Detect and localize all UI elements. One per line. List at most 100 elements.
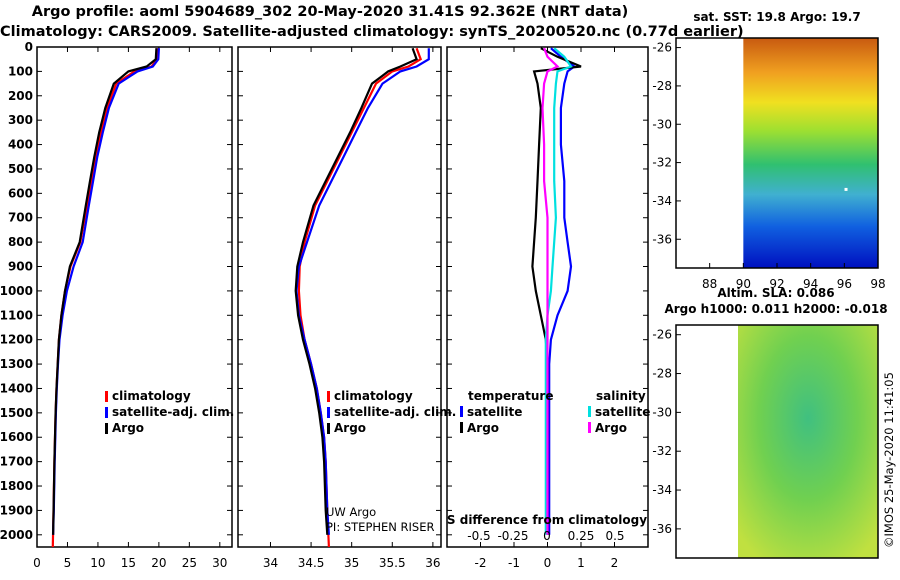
map-x-tick-label: 88	[702, 277, 717, 291]
map-y-tick-label: -26	[652, 41, 672, 55]
salinity-profile-frame	[237, 46, 442, 548]
y-tick-label: 400	[8, 138, 33, 152]
legend-swatch	[105, 407, 108, 418]
legend-label: climatology	[334, 389, 413, 403]
sla-heatmap	[738, 325, 878, 558]
map-y-tick-label: -26	[652, 328, 672, 342]
y-tick-label: 900	[8, 260, 33, 274]
salinity-tick-label: 0.5	[605, 529, 624, 543]
x-tick-label: 34	[263, 556, 278, 570]
sla-map-title: Altim. SLA: 0.086	[717, 286, 834, 300]
legend-label: satellite-adj. clim.	[334, 405, 456, 419]
legend-swatch	[327, 407, 330, 418]
series-line-salinity-argo	[541, 47, 560, 535]
series-line-salinity-satellite	[544, 47, 573, 535]
map-y-tick-label: -36	[652, 522, 672, 536]
y-tick-label: 2000	[0, 528, 33, 542]
map-y-tick-label: -28	[652, 79, 672, 93]
map-y-tick-label: -32	[652, 156, 672, 170]
x-tick-label: 5	[64, 556, 72, 570]
figure-title-line2: Climatology: CARS2009. Satellite-adjuste…	[0, 24, 744, 40]
map-y-tick-label: -30	[652, 117, 672, 131]
sla-map-subtitle: Argo h1000: 0.011 h2000: -0.018	[664, 302, 887, 316]
series-line-satellite-adj-clim-	[295, 48, 430, 535]
legend-swatch	[460, 406, 463, 417]
y-tick-label: 1700	[0, 455, 33, 469]
y-tick-label: 600	[8, 186, 33, 200]
map-y-tick-label: -34	[652, 483, 672, 497]
sst-map-title: sat. SST: 19.8 Argo: 19.7	[693, 10, 860, 24]
figure-title-line1: Argo profile: aoml 5904689_302 20-May-20…	[31, 4, 629, 20]
profile-location-marker	[844, 187, 848, 191]
x-tick-label: -2	[475, 556, 487, 570]
legend-swatch	[460, 422, 463, 433]
map-y-tick-label: -32	[652, 444, 672, 458]
map-x-tick-label: 96	[837, 277, 852, 291]
y-tick-label: 1800	[0, 479, 33, 493]
legend-label: satellite-adj. clim.	[112, 405, 234, 419]
legend-label: climatology	[112, 389, 191, 403]
legend-title-salinity: salinity	[596, 389, 646, 403]
x-tick-label: 34.5	[298, 556, 325, 570]
salinity-tick-label: 0	[543, 529, 551, 543]
y-tick-label: 1500	[0, 406, 33, 420]
y-tick-label: 1100	[0, 308, 33, 322]
pi-label: PI: STEPHEN RISER	[326, 520, 435, 534]
y-tick-label: 0	[25, 40, 33, 54]
y-tick-label: 800	[8, 235, 33, 249]
map-y-tick-label: -36	[652, 232, 672, 246]
y-tick-label: 300	[8, 113, 33, 127]
map-y-tick-label: -28	[652, 367, 672, 381]
series-line-satellite-adj-clim-	[52, 48, 160, 535]
x-tick-label: 0	[33, 556, 41, 570]
y-tick-label: 1900	[0, 503, 33, 517]
map-y-tick-label: -34	[652, 194, 672, 208]
legend-label: Argo	[467, 421, 499, 435]
legend-swatch	[105, 423, 108, 434]
uw-argo-label: UW Argo	[326, 505, 377, 519]
x-tick-label: 35.5	[379, 556, 406, 570]
salinity-tick-label: 0.25	[568, 529, 595, 543]
legend-label: satellite	[595, 405, 650, 419]
legend-title-temperature: temperature	[468, 389, 553, 403]
x-tick-label: 0	[544, 556, 552, 570]
legend-swatch	[588, 406, 591, 417]
series-line-temperature-satellite	[548, 47, 577, 535]
x-tick-label: -1	[508, 556, 520, 570]
series-line-argo	[294, 47, 418, 535]
legend-swatch	[588, 422, 591, 433]
legend-label: Argo	[334, 421, 366, 435]
salinity-tick-label: -0.5	[467, 529, 490, 543]
y-tick-label: 1300	[0, 357, 33, 371]
y-tick-label: 500	[8, 162, 33, 176]
map-x-tick-label: 90	[736, 277, 751, 291]
y-tick-label: 700	[8, 211, 33, 225]
y-tick-label: 1200	[0, 333, 33, 347]
x-tick-label: 35	[344, 556, 359, 570]
legend-label: satellite	[467, 405, 522, 419]
temperature-profile-frame	[36, 46, 233, 548]
map-x-tick-label: 92	[769, 277, 784, 291]
y-tick-label: 200	[8, 89, 33, 103]
y-tick-label: 1000	[0, 284, 33, 298]
y-tick-label: 1400	[0, 381, 33, 395]
x-tick-label: 15	[121, 556, 136, 570]
legend-swatch	[327, 423, 330, 434]
salinity-tick-label: -0.25	[497, 529, 528, 543]
x-tick-label: 30	[212, 556, 227, 570]
x-tick-label: 2	[611, 556, 619, 570]
series-line-argo	[52, 48, 158, 535]
y-tick-label: 100	[8, 64, 33, 78]
map-y-tick-label: -30	[652, 405, 672, 419]
imos-credit: ©IMOS 25-May-2020 11:41:05	[882, 372, 896, 548]
map-x-tick-label: 94	[803, 277, 818, 291]
sla-map-frame	[675, 324, 879, 559]
legend-swatch	[327, 391, 330, 402]
sst-heatmap	[743, 38, 878, 268]
map-x-tick-label: 98	[870, 277, 885, 291]
legend-label: Argo	[595, 421, 627, 435]
y-tick-label: 1600	[0, 430, 33, 444]
x-tick-label: 1	[577, 556, 585, 570]
legend-swatch	[105, 391, 108, 402]
x-tick-label: 20	[151, 556, 166, 570]
